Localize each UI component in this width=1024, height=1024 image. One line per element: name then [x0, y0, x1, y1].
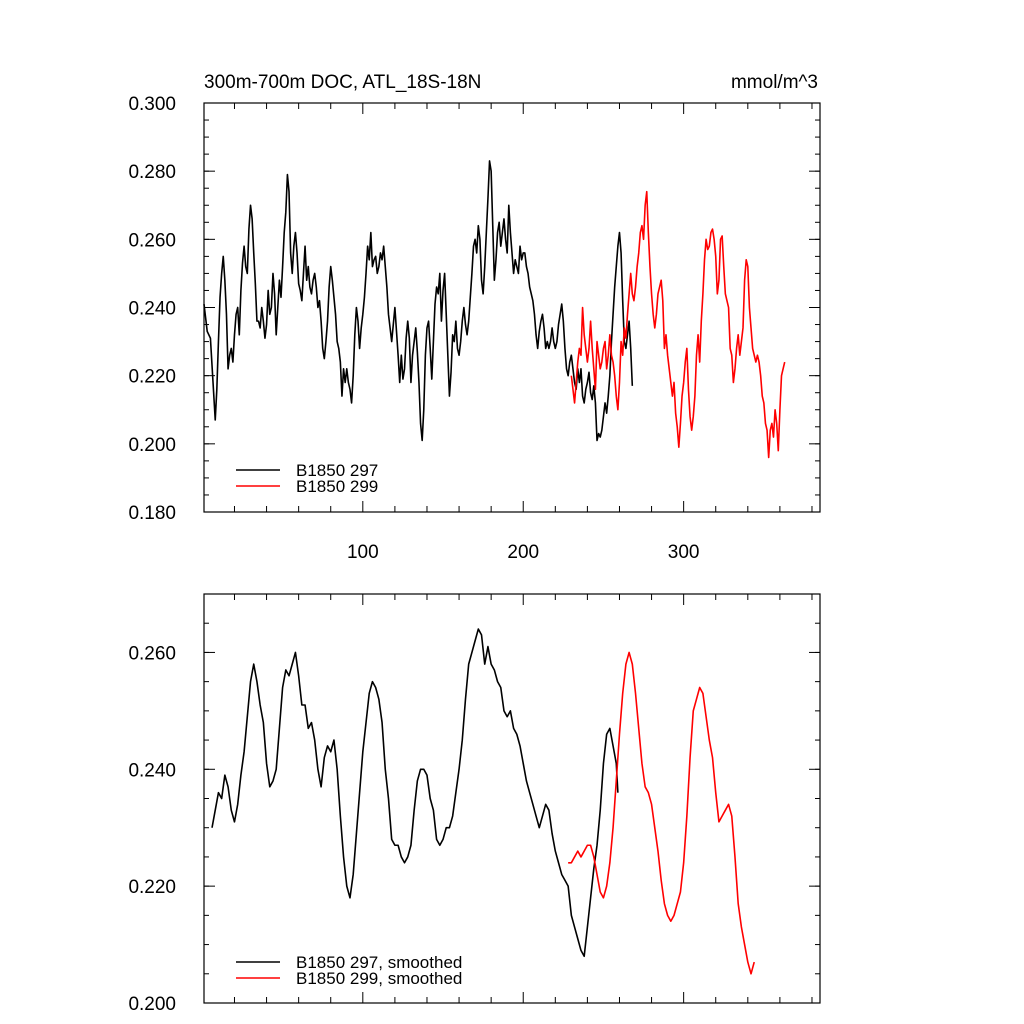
y-tick-label: 0.300 — [128, 94, 176, 115]
y-tick-label: 0.280 — [128, 162, 176, 183]
plot-frame — [203, 102, 821, 513]
x-tick-label: 200 — [507, 542, 539, 563]
series-line-1 — [203, 160, 634, 442]
series-line-2 — [568, 651, 756, 975]
units-label: mmol/m^3 — [731, 72, 818, 93]
y-tick-label: 0.260 — [128, 230, 176, 251]
y-tick-label: 0.240 — [128, 760, 176, 781]
chart-title: 300m-700m DOC, ATL_18S-18N — [204, 72, 481, 93]
x-tick-label: 300 — [668, 542, 700, 563]
legend-label: B1850 299, smoothed — [296, 969, 462, 988]
y-tick-label: 0.200 — [128, 435, 176, 456]
x-tick-label: 100 — [347, 542, 379, 563]
legend-label: B1850 299 — [296, 477, 378, 496]
legend-label: B1850 297 — [296, 461, 378, 480]
legend-label: B1850 297, smoothed — [296, 953, 462, 972]
y-tick-label: 0.180 — [128, 503, 176, 524]
bottom-panel: 0.200 0.220 0.240 0.260 B1850 297, smoothedB… — [128, 593, 821, 1015]
y-tick-label: 0.260 — [128, 643, 176, 664]
top-panel: 100 200 300 0.180 0.200 0.220 0.240 0.260 0.280 0… — [128, 94, 821, 563]
y-tick-label: 0.200 — [128, 994, 176, 1015]
series-line-1 — [211, 628, 619, 958]
y-tick-label: 0.220 — [128, 877, 176, 898]
y-tick-label: 0.220 — [128, 367, 176, 388]
series-line-2 — [570, 190, 786, 459]
y-tick-label: 0.240 — [128, 299, 176, 320]
